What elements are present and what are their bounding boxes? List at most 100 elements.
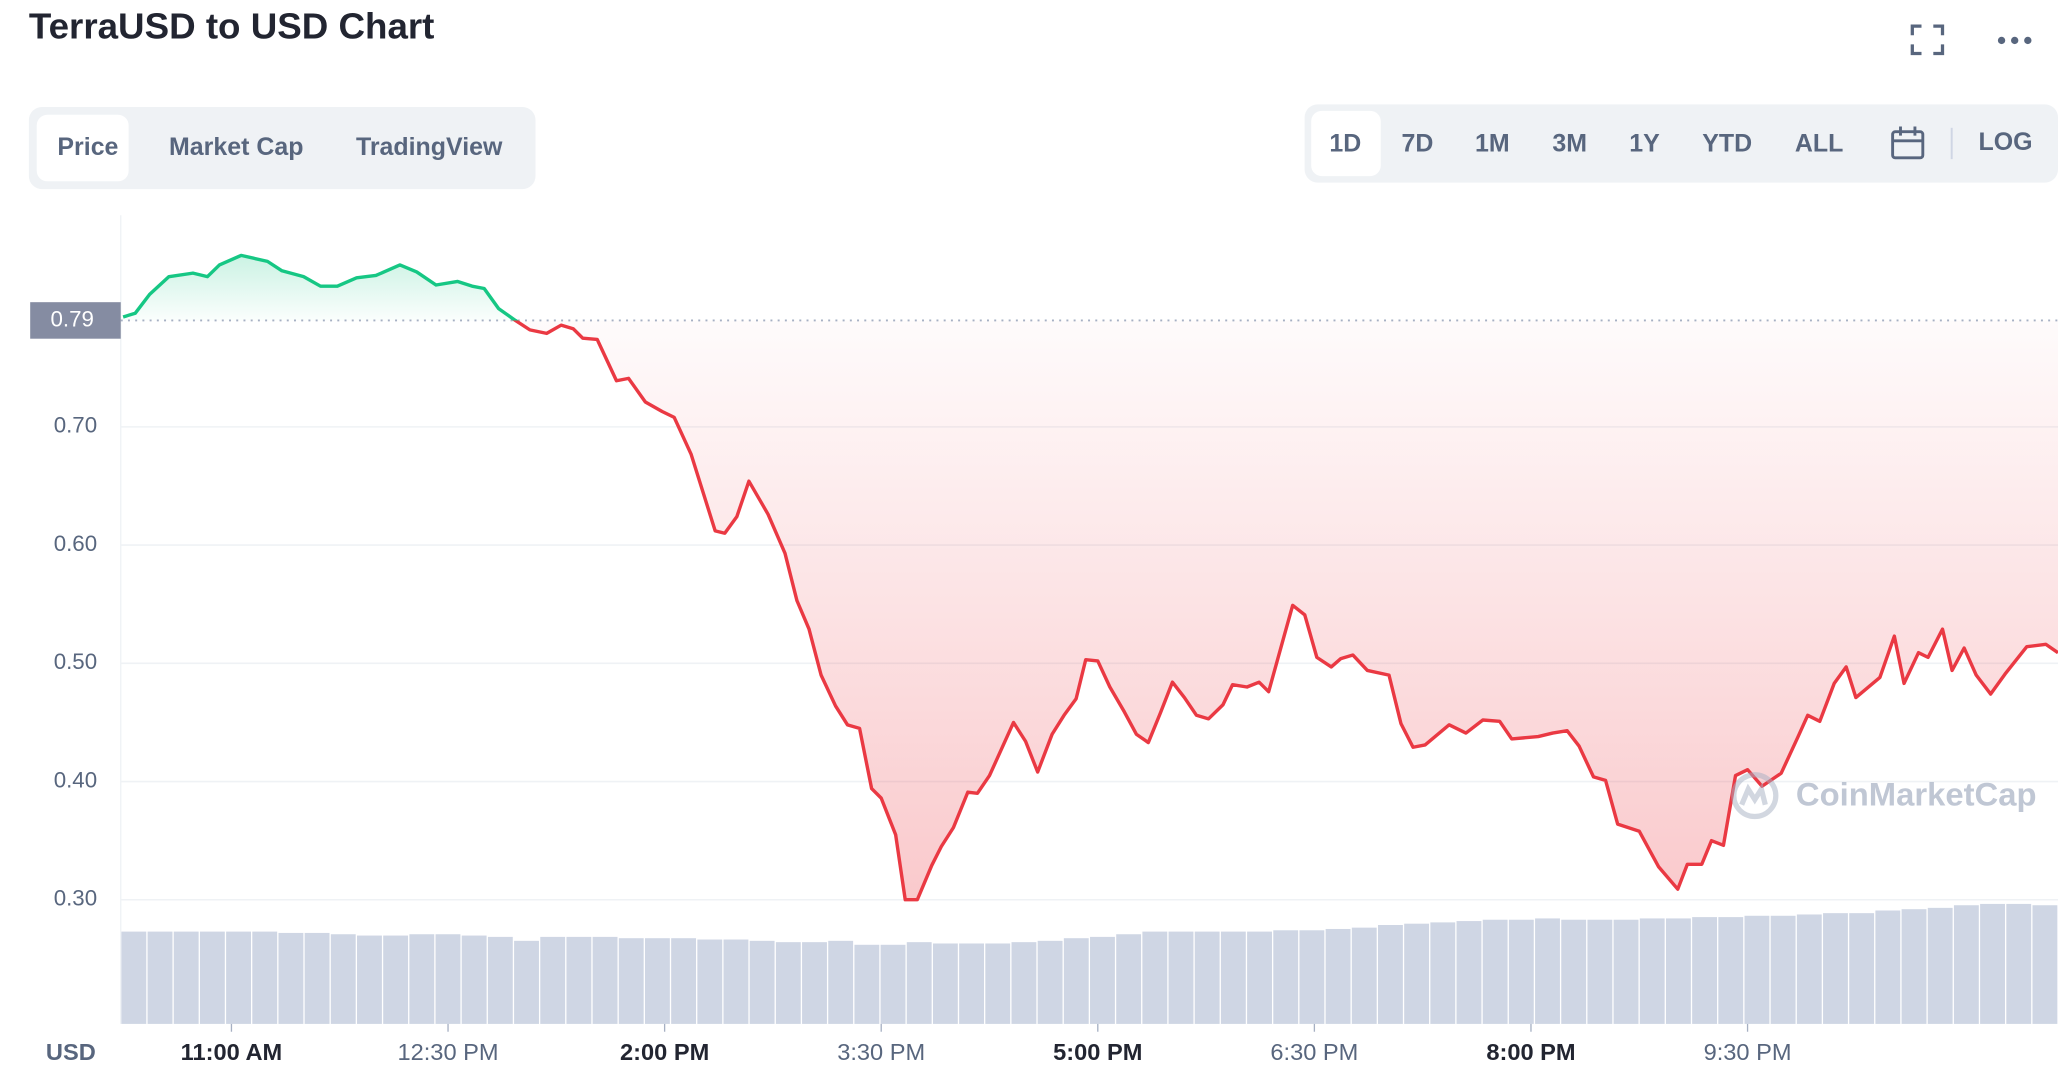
tab-active [36,114,129,182]
volume-bar [592,936,618,1024]
volume-bar [383,935,409,1024]
volume-bar [121,931,147,1024]
volume-bar [618,938,644,1024]
volume-bar [1744,915,1770,1024]
volume-bar [644,938,670,1024]
volume-bar [1142,931,1168,1024]
volume-bar [1194,931,1220,1024]
volume-bar [1639,918,1665,1024]
fullscreen-icon[interactable] [1910,24,1945,56]
volume-bar [1456,921,1482,1024]
volume-bar [278,932,304,1024]
x-tick-label: 5:00 PM [1053,1039,1142,1065]
volume-bar [802,942,827,1024]
y-tick-label: 0.50 [54,649,97,674]
volume-bar [1482,919,1508,1024]
volume-bar [514,940,539,1024]
volume-bar [1980,903,2005,1024]
volume-bar [1273,930,1299,1024]
volume-bar [1404,923,1430,1024]
volume-bar [173,931,199,1024]
x-tick-label: 8:00 PM [1486,1039,1575,1065]
volume-bar [1220,931,1246,1024]
range-button[interactable]: 7D [1402,129,1434,157]
watermark-logo [1731,772,1779,820]
volume-bar [461,935,487,1024]
volume-bar [1378,925,1403,1024]
volume-bar [1665,918,1691,1024]
volume-bar [2032,905,2058,1024]
x-tick-label: 12:30 PM [397,1039,498,1065]
x-tick-label: 2:00 PM [620,1039,709,1065]
y-tick-label: 0.40 [54,767,97,792]
range-bar [1304,104,2058,183]
range-button[interactable]: 1D [1329,129,1361,157]
volume-bar [540,936,566,1024]
range-button[interactable]: ALL [1795,129,1843,157]
y-tick-label: 0.70 [54,413,97,438]
volume-bar [1561,919,1587,1024]
range-button[interactable]: YTD [1702,129,1752,157]
volume-bar [1823,913,1848,1024]
volume-bar [1168,931,1194,1024]
reference-label-bg [30,302,121,339]
volume-bar [854,944,880,1024]
volume-bar [1116,934,1142,1024]
volume-bar [409,934,435,1024]
volume-bar [1718,917,1744,1024]
volume-bar [1875,910,1901,1024]
volume-bar [828,940,854,1024]
volume-bar [226,931,251,1024]
watermark: CoinMarketCap [1796,776,2037,813]
volume-bar [357,935,382,1024]
price-area [123,255,2058,900]
volume-bar [1011,942,1037,1024]
price-line [122,253,2058,902]
volume-bar [723,939,749,1024]
volume-bar [1247,931,1272,1024]
volume-bar [1351,927,1377,1024]
volume-bar [330,934,356,1024]
reference-label: 0.79 [50,306,93,331]
volume-bar [775,942,801,1024]
more-icon[interactable] [1997,36,2032,45]
volume-bar [2006,903,2032,1024]
logo-ring [1731,772,1779,820]
volume-bar [1796,914,1822,1024]
volume-bar [1901,909,1927,1024]
volume-bar [1953,905,1979,1024]
volume-bar [304,932,330,1024]
page-title: TerraUSD to USD Chart [29,5,435,46]
range-button[interactable]: 1M [1475,129,1510,157]
volume-bar [566,936,592,1024]
volume-bar [1927,907,1953,1024]
volume-bar [1063,938,1089,1024]
volume-bar [1037,940,1063,1024]
volume-bar [959,943,985,1024]
volume-bar [906,942,932,1024]
tab[interactable]: TradingView [356,133,503,161]
range-button[interactable]: 3M [1552,129,1587,157]
volume-bar [435,934,461,1024]
volume-bar [1849,913,1875,1024]
x-tick-label: 11:00 AM [181,1039,283,1065]
tab-bar [28,106,536,190]
volume-bar [1090,936,1115,1024]
tab[interactable]: Price [57,133,118,161]
volume-bar [1325,928,1351,1024]
volume-bar [147,931,173,1024]
range-button[interactable]: 1Y [1629,129,1660,157]
volume-bar [1613,919,1639,1024]
x-tick-label: 9:30 PM [1704,1039,1792,1065]
calendar-icon[interactable] [1891,126,1925,160]
y-tick-label: 0.30 [54,886,97,911]
volume-bar [985,943,1011,1024]
x-tick-label: 6:30 PM [1270,1039,1358,1065]
volume-bar [199,931,225,1024]
volume-bar [1299,930,1325,1024]
log-button[interactable]: LOG [1978,128,2032,156]
currency-label: USD [46,1039,96,1065]
tab[interactable]: Market Cap [169,133,303,161]
volume-bar [1535,918,1560,1024]
